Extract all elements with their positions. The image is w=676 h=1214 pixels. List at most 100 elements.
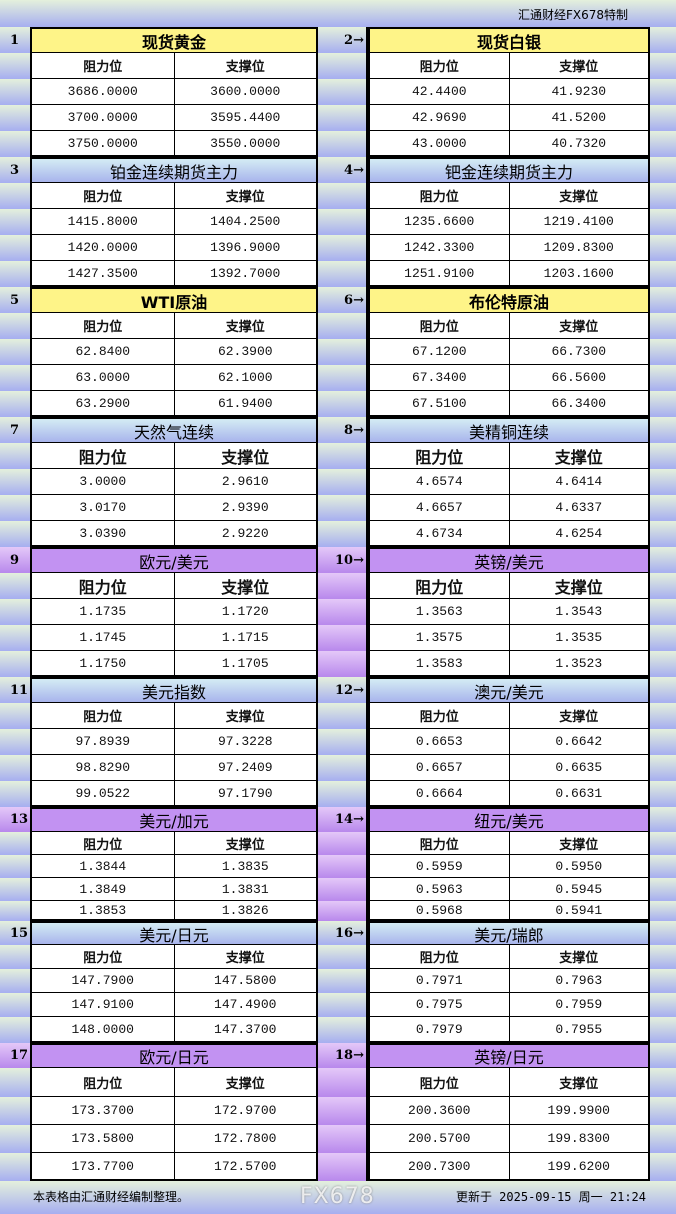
left-table-cell: 63.2900 61.9400	[30, 391, 316, 417]
left-table-cell: 3700.0000 3595.4400	[30, 105, 316, 131]
section-number	[316, 945, 368, 969]
section-number	[316, 993, 368, 1017]
resistance-value: 1.3575	[370, 625, 509, 651]
margin	[648, 1043, 676, 1068]
right-table-cell: 阻力位 支撑位	[368, 573, 648, 599]
section-number	[0, 53, 30, 79]
section-number	[316, 391, 368, 417]
section-number: 11	[0, 677, 30, 703]
resistance-value: 1.1745	[32, 625, 174, 651]
brand-label: 汇通财经FX678特制	[517, 8, 628, 22]
resistance-value: 3.0390	[32, 521, 174, 547]
margin	[648, 901, 676, 921]
right-table-cell: 纽元/美元	[368, 807, 648, 832]
resistance-value: 63.0000	[32, 365, 174, 391]
resistance-value: 1.3563	[370, 599, 509, 625]
data-row: 97.8939 97.3228 0.6653 0.6642	[0, 729, 676, 755]
left-table-cell: 天然气连续	[30, 417, 316, 443]
resistance-header: 阻力位	[370, 1068, 509, 1097]
margin	[648, 235, 676, 261]
section-number: 16→	[316, 921, 368, 945]
section-number	[0, 781, 30, 807]
left-table-cell: 3686.0000 3600.0000	[30, 79, 316, 105]
resistance-value: 1251.9100	[370, 261, 509, 287]
section-number	[0, 443, 30, 469]
support-value: 1.3835	[173, 855, 316, 878]
margin	[648, 339, 676, 365]
section-pair: 3 铂金连续期货主力 4→ 钯金连续期货主力 阻力位 支撑位 阻力位 支撑位 1415.8000…	[0, 157, 676, 287]
margin	[648, 599, 676, 625]
support-value: 41.9230	[508, 79, 648, 105]
data-row: 1.1750 1.1705 1.3583 1.3523	[0, 651, 676, 677]
right-table-cell: 阻力位 支撑位	[368, 832, 648, 855]
support-value: 97.2409	[173, 755, 316, 781]
resistance-header: 阻力位	[32, 443, 174, 469]
support-value: 62.1000	[173, 365, 316, 391]
right-table-cell: 42.9690 41.5200	[368, 105, 648, 131]
resistance-value: 42.9690	[370, 105, 509, 131]
support-value: 4.6254	[508, 521, 648, 547]
section-number	[316, 443, 368, 469]
title-row: 15 美元/日元 16→ 美元/瑞郎	[0, 921, 676, 945]
support-value: 3550.0000	[173, 131, 316, 157]
left-table-cell: 1415.8000 1404.2500	[30, 209, 316, 235]
resistance-header: 阻力位	[32, 573, 174, 599]
right-table-cell: 67.3400 66.5600	[368, 365, 648, 391]
data-row: 63.0000 62.1000 67.3400 66.5600	[0, 365, 676, 391]
support-header: 支撑位	[508, 832, 648, 855]
title-row: 13 美元/加元 14→ 纽元/美元	[0, 807, 676, 832]
left-table-cell: 阻力位 支撑位	[30, 443, 316, 469]
header-row: 阻力位 支撑位 阻力位 支撑位	[0, 443, 676, 469]
support-header: 支撑位	[508, 703, 648, 729]
left-table-cell: 美元/加元	[30, 807, 316, 832]
header-row: 阻力位 支撑位 阻力位 支撑位	[0, 53, 676, 79]
section-number	[0, 945, 30, 969]
section-number	[316, 781, 368, 807]
section-number	[0, 339, 30, 365]
right-table-cell: 阻力位 支撑位	[368, 945, 648, 969]
right-table-cell: 4.6574 4.6414	[368, 469, 648, 495]
right-table-cell: 阻力位 支撑位	[368, 703, 648, 729]
right-table-cell: 布伦特原油	[368, 287, 648, 313]
title-row: 11 美元指数 12→ 澳元/美元	[0, 677, 676, 703]
section-number	[316, 235, 368, 261]
margin	[648, 969, 676, 993]
margin	[648, 183, 676, 209]
support-value: 1.3831	[173, 878, 316, 901]
support-header: 支撑位	[173, 703, 316, 729]
resistance-value: 0.5959	[370, 855, 509, 878]
right-table-cell: 阻力位 支撑位	[368, 313, 648, 339]
support-value: 147.3700	[173, 1017, 316, 1043]
data-row: 1427.3500 1392.7000 1251.9100 1203.1600	[0, 261, 676, 287]
right-table-cell: 0.7975 0.7959	[368, 993, 648, 1017]
watermark-logo: FX678	[300, 1184, 375, 1209]
section-number	[0, 573, 30, 599]
margin	[648, 521, 676, 547]
section-number: 10→	[316, 547, 368, 573]
support-value: 1.1720	[173, 599, 316, 625]
resistance-header: 阻力位	[32, 183, 174, 209]
resistance-value: 0.6657	[370, 755, 509, 781]
section-number	[316, 495, 368, 521]
support-header: 支撑位	[508, 313, 648, 339]
section-number	[0, 105, 30, 131]
resistance-value: 67.5100	[370, 391, 509, 417]
resistance-header: 阻力位	[32, 832, 174, 855]
resistance-header: 阻力位	[370, 53, 509, 79]
section-number	[316, 131, 368, 157]
left-table-cell: 1.1735 1.1720	[30, 599, 316, 625]
support-value: 4.6337	[508, 495, 648, 521]
left-table-cell: 1.3844 1.3835	[30, 855, 316, 878]
right-table-cell: 0.5959 0.5950	[368, 855, 648, 878]
section-number	[0, 901, 30, 921]
resistance-value: 173.5800	[32, 1125, 174, 1153]
section-number	[0, 855, 30, 878]
support-value: 97.1790	[173, 781, 316, 807]
section-number	[316, 79, 368, 105]
resistance-value: 1.1735	[32, 599, 174, 625]
support-value: 66.7300	[508, 339, 648, 365]
instrument-title: 现货白银	[370, 27, 648, 53]
data-row: 1415.8000 1404.2500 1235.6600 1219.4100	[0, 209, 676, 235]
resistance-value: 200.5700	[370, 1125, 509, 1153]
section-number	[316, 832, 368, 855]
